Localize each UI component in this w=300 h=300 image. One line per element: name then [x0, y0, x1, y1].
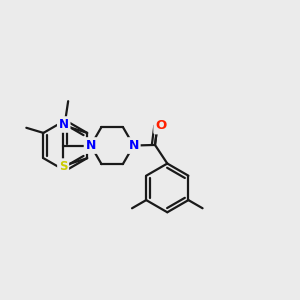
Text: N: N: [128, 139, 139, 152]
Text: O: O: [155, 119, 167, 132]
Text: N: N: [59, 118, 69, 131]
Text: N: N: [85, 139, 96, 152]
Text: S: S: [59, 160, 68, 173]
